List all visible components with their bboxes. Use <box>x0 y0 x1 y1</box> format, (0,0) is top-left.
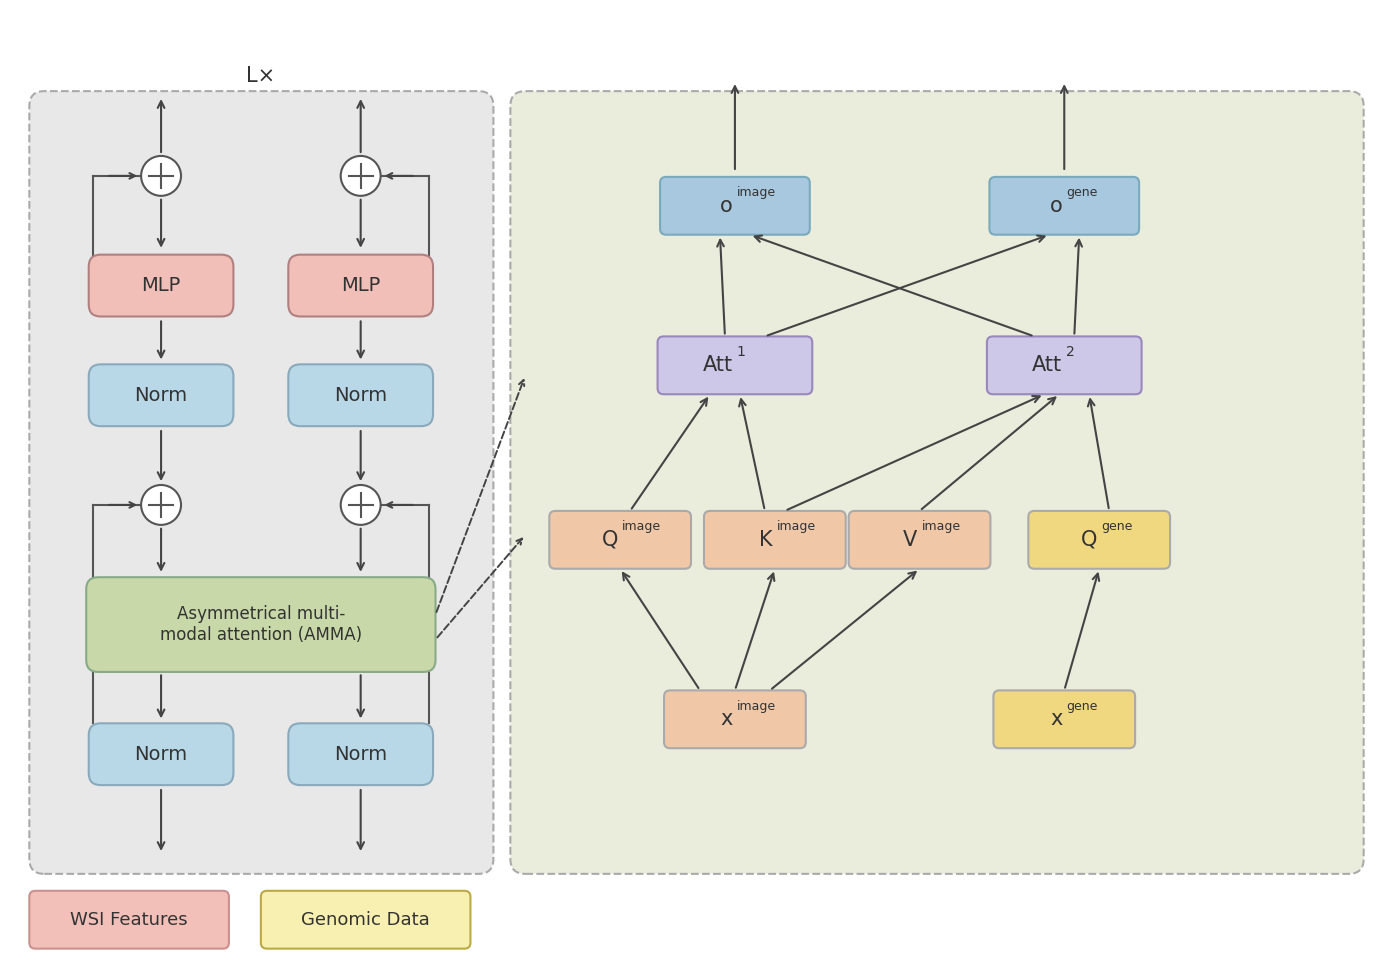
Text: image: image <box>622 520 661 534</box>
Text: gene: gene <box>1066 700 1097 713</box>
Text: image: image <box>737 700 776 713</box>
Text: Q: Q <box>602 530 618 550</box>
Text: Norm: Norm <box>134 386 188 405</box>
FancyBboxPatch shape <box>289 254 434 317</box>
Text: x: x <box>721 709 733 730</box>
Text: image: image <box>737 186 776 200</box>
FancyBboxPatch shape <box>704 511 846 568</box>
FancyBboxPatch shape <box>549 511 691 568</box>
FancyBboxPatch shape <box>89 723 233 785</box>
Text: image: image <box>921 520 960 534</box>
Text: V: V <box>903 530 917 550</box>
Text: gene: gene <box>1066 186 1097 200</box>
Text: MLP: MLP <box>342 276 381 295</box>
Text: Norm: Norm <box>134 745 188 764</box>
Circle shape <box>340 156 381 196</box>
FancyBboxPatch shape <box>990 177 1139 234</box>
Text: Asymmetrical multi-
modal attention (AMMA): Asymmetrical multi- modal attention (AMM… <box>160 605 362 644</box>
Circle shape <box>340 485 381 525</box>
FancyBboxPatch shape <box>89 365 233 426</box>
Text: o: o <box>1050 196 1062 216</box>
Text: Att: Att <box>1032 355 1062 375</box>
Text: x: x <box>1050 709 1062 730</box>
Text: gene: gene <box>1101 520 1132 534</box>
FancyBboxPatch shape <box>987 336 1142 395</box>
Circle shape <box>141 485 181 525</box>
Text: 2: 2 <box>1066 346 1075 359</box>
FancyBboxPatch shape <box>510 91 1363 874</box>
FancyBboxPatch shape <box>289 723 434 785</box>
Text: o: o <box>721 196 733 216</box>
Text: 1: 1 <box>737 346 746 359</box>
FancyBboxPatch shape <box>86 577 435 672</box>
Text: Norm: Norm <box>335 386 388 405</box>
FancyBboxPatch shape <box>261 891 470 948</box>
Text: image: image <box>776 520 815 534</box>
FancyBboxPatch shape <box>29 91 493 874</box>
Text: K: K <box>760 530 772 550</box>
Text: Norm: Norm <box>335 745 388 764</box>
FancyBboxPatch shape <box>664 690 806 748</box>
Text: WSI Features: WSI Features <box>70 911 188 928</box>
Circle shape <box>141 156 181 196</box>
FancyBboxPatch shape <box>658 336 813 395</box>
Text: L×: L× <box>247 66 276 86</box>
Text: Q: Q <box>1080 530 1097 550</box>
Text: MLP: MLP <box>141 276 181 295</box>
FancyBboxPatch shape <box>849 511 990 568</box>
Text: Att: Att <box>703 355 733 375</box>
FancyBboxPatch shape <box>1029 511 1170 568</box>
Text: Genomic Data: Genomic Data <box>301 911 429 928</box>
FancyBboxPatch shape <box>289 365 434 426</box>
FancyBboxPatch shape <box>29 891 229 948</box>
FancyBboxPatch shape <box>994 690 1135 748</box>
FancyBboxPatch shape <box>89 254 233 317</box>
FancyBboxPatch shape <box>661 177 810 234</box>
